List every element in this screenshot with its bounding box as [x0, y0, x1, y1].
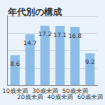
svg-text:60歳未満: 60歳未満 — [77, 93, 103, 100]
svg-text:17.1: 17.1 — [53, 31, 67, 38]
svg-text:17.2: 17.2 — [38, 30, 52, 37]
svg-text:9.2: 9.2 — [85, 58, 95, 65]
svg-text:30歳未満: 30歳未満 — [32, 86, 58, 94]
svg-text:14.7: 14.7 — [23, 39, 37, 46]
svg-text:20歳未満: 20歳未満 — [17, 93, 43, 100]
svg-text:年代別の構成: 年代別の構成 — [7, 7, 62, 17]
svg-text:50歳未満: 50歳未満 — [62, 86, 88, 94]
svg-text:8.6: 8.6 — [10, 60, 20, 67]
svg-text:16.8: 16.8 — [68, 32, 82, 39]
svg-text:10歳未満: 10歳未満 — [2, 86, 28, 94]
svg-text:40歳未満: 40歳未満 — [47, 93, 73, 100]
